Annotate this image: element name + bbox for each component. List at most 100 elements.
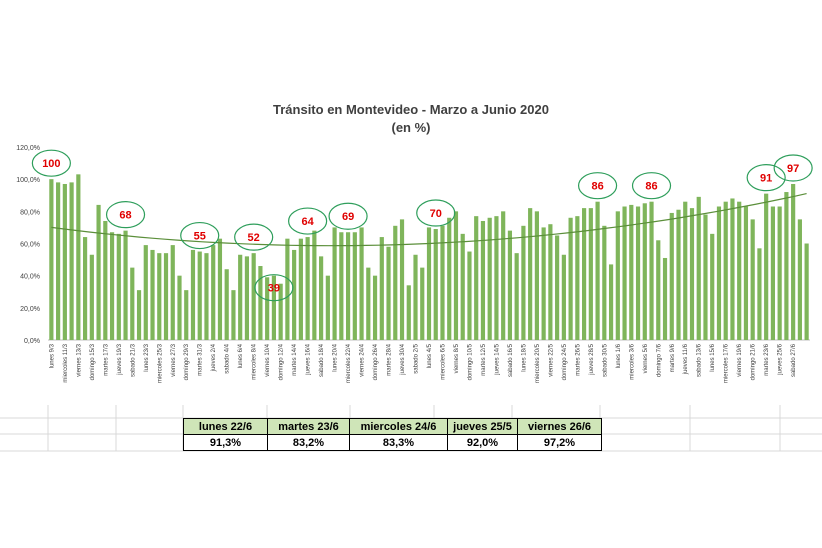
bar bbox=[184, 290, 189, 340]
bar bbox=[588, 208, 593, 340]
y-tick-label: 20,0% bbox=[20, 306, 40, 313]
callout-label: 100 bbox=[42, 158, 60, 170]
summary-header-cell[interactable]: viernes 26/6 bbox=[517, 418, 602, 435]
x-tick-label: domingo 21/6 bbox=[751, 343, 757, 380]
summary-value-cell[interactable]: 97,2% bbox=[517, 434, 602, 451]
bar bbox=[804, 243, 809, 340]
x-tick-label: lunes 4/5 bbox=[427, 343, 433, 368]
bar bbox=[150, 249, 155, 340]
summary-value-cell[interactable]: 83,2% bbox=[267, 434, 350, 451]
bar bbox=[352, 232, 357, 340]
x-tick-label: lunes 18/5 bbox=[521, 343, 527, 371]
bar bbox=[460, 233, 465, 340]
summary-value-cell[interactable]: 92,0% bbox=[447, 434, 518, 451]
bar bbox=[689, 208, 695, 340]
bar bbox=[292, 249, 297, 340]
bar bbox=[339, 232, 344, 340]
x-tick-label: viernes 27/3 bbox=[171, 343, 177, 376]
bar bbox=[319, 256, 324, 340]
bar bbox=[224, 269, 229, 340]
bar bbox=[49, 179, 54, 340]
x-tick-label: jueves 11/6 bbox=[683, 343, 689, 375]
x-tick-label: martes 26/5 bbox=[575, 343, 581, 375]
summary-table: lunes 22/6 martes 23/6 miercoles 24/6 ju… bbox=[183, 418, 602, 451]
bar bbox=[602, 225, 607, 340]
callout-label: 97 bbox=[787, 163, 799, 175]
bar bbox=[130, 267, 135, 340]
x-tick-label: jueves 16/4 bbox=[306, 343, 312, 375]
bar bbox=[123, 230, 128, 340]
bar bbox=[89, 254, 94, 340]
callout-ellipse bbox=[631, 172, 672, 200]
bar bbox=[82, 237, 88, 340]
bar bbox=[662, 257, 668, 340]
bar bbox=[575, 216, 580, 340]
bar bbox=[696, 196, 701, 340]
bar bbox=[359, 227, 364, 340]
callout-label: 86 bbox=[645, 181, 657, 193]
x-tick-label: sabado 13/6 bbox=[697, 343, 703, 377]
bar bbox=[312, 230, 317, 340]
y-tick-label: 120,0% bbox=[16, 145, 40, 152]
bar bbox=[797, 219, 802, 340]
x-tick-label: domingo 12/4 bbox=[279, 343, 285, 380]
callout-label: 39 bbox=[268, 283, 280, 295]
bar bbox=[386, 246, 391, 340]
callout-ellipse bbox=[577, 172, 618, 200]
x-tick-label: domingo 26/4 bbox=[373, 343, 379, 380]
x-tick-label: martes 17/3 bbox=[103, 343, 109, 375]
chart-area[interactable]: Tránsito en Montevideo - Marzo a Junio 2… bbox=[0, 92, 822, 405]
x-tick-label: viernes 19/6 bbox=[737, 343, 743, 376]
bar bbox=[420, 267, 425, 340]
bar bbox=[615, 211, 620, 340]
bar bbox=[325, 275, 330, 340]
bar bbox=[406, 285, 411, 340]
x-tick-label: jueves 14/5 bbox=[494, 343, 500, 375]
y-tick-label: 60,0% bbox=[20, 242, 40, 249]
callout-ellipse bbox=[773, 154, 813, 182]
bar bbox=[656, 240, 661, 340]
summary-header-cell[interactable]: jueves 25/5 bbox=[447, 418, 518, 435]
summary-value-cell[interactable]: 83,3% bbox=[349, 434, 448, 451]
x-tick-label: domingo 15/3 bbox=[90, 343, 96, 380]
bar bbox=[737, 201, 742, 340]
callout-label: 64 bbox=[301, 216, 314, 228]
x-tick-label: miercoles 22/4 bbox=[346, 343, 352, 383]
summary-header-cell[interactable]: miercoles 24/6 bbox=[349, 418, 448, 435]
x-tick-label: martes 31/3 bbox=[198, 343, 204, 375]
callout-ellipse bbox=[416, 199, 456, 227]
x-tick-label: lunes 23/3 bbox=[144, 343, 150, 371]
bar bbox=[582, 208, 587, 340]
bar bbox=[69, 182, 74, 340]
bar bbox=[784, 192, 789, 340]
bar bbox=[764, 193, 769, 340]
callout-label: 86 bbox=[591, 181, 603, 193]
bar bbox=[399, 219, 405, 340]
x-tick-label: viernes 8/5 bbox=[454, 343, 460, 373]
x-tick-label: jueves 30/4 bbox=[400, 343, 406, 375]
summary-value-cell[interactable]: 91,3% bbox=[183, 434, 268, 451]
callout-label: 69 bbox=[342, 211, 354, 223]
x-tick-label: sabado 2/5 bbox=[414, 343, 420, 373]
x-tick-label: lunes 6/4 bbox=[238, 343, 244, 368]
bar bbox=[555, 235, 560, 340]
bar bbox=[447, 217, 452, 340]
bar bbox=[676, 209, 681, 340]
bar bbox=[777, 206, 782, 340]
y-tick-label: 100,0% bbox=[16, 177, 40, 184]
bar bbox=[541, 227, 546, 340]
x-tick-label: domingo 29/3 bbox=[184, 343, 190, 380]
summary-value-row: 91,3% 83,2% 83,3% 92,0% 97,2% bbox=[183, 434, 602, 451]
callout-label: 52 bbox=[248, 232, 260, 244]
bar bbox=[770, 206, 776, 340]
callout-ellipse bbox=[254, 274, 294, 302]
x-tick-label: miercoles 20/5 bbox=[535, 343, 541, 383]
bar bbox=[703, 214, 708, 340]
bar bbox=[285, 238, 290, 340]
callout-ellipse bbox=[746, 164, 786, 192]
summary-header-cell[interactable]: martes 23/6 bbox=[267, 418, 350, 435]
x-tick-label: miercoles 6/5 bbox=[440, 343, 446, 379]
bar bbox=[116, 233, 121, 340]
callout-label: 68 bbox=[119, 210, 131, 222]
summary-header-cell[interactable]: lunes 22/6 bbox=[183, 418, 268, 435]
